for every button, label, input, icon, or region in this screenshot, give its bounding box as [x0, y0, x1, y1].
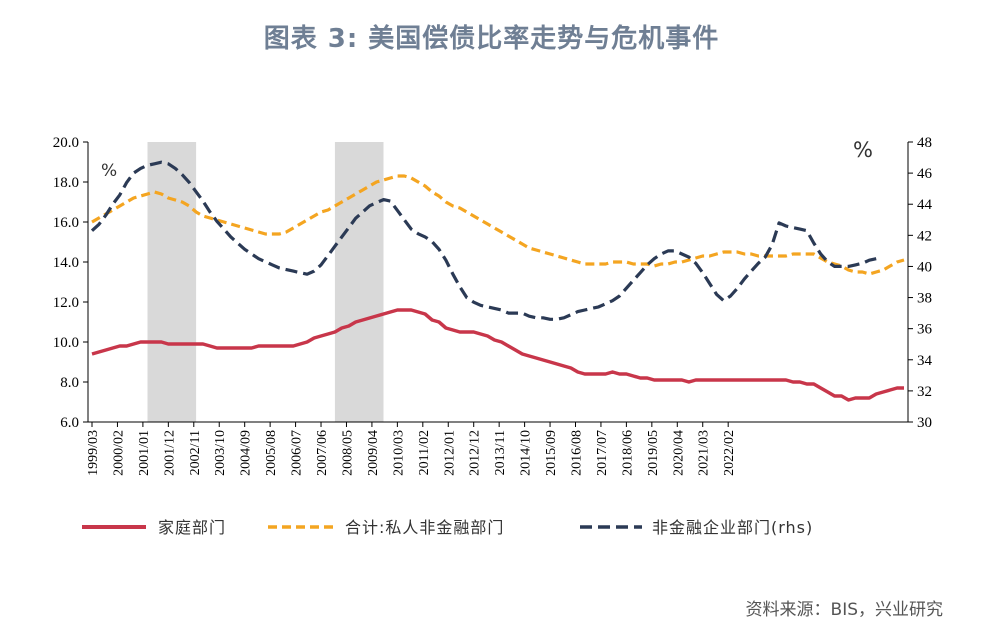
left-tick-label: 8.0	[60, 375, 79, 391]
recession-band-1	[334, 142, 384, 422]
left-tick-label: 12.0	[53, 295, 79, 311]
x-tick-label: 2012/01	[442, 430, 457, 476]
x-tick-label: 2022/02	[722, 430, 737, 476]
series-line-private-total	[91, 174, 905, 276]
x-tick-label: 2014/10	[519, 430, 534, 476]
right-tick-label: 30	[917, 415, 932, 431]
x-tick-label: 2009/04	[366, 430, 381, 476]
right-tick-label: 44	[917, 197, 933, 213]
left-unit-label: %	[101, 161, 117, 181]
axes-layer	[87, 142, 909, 423]
right-tick-label: 46	[917, 166, 933, 182]
x-tick-label: 2017/07	[595, 430, 610, 476]
x-tick-label: 2020/04	[671, 430, 686, 476]
x-tick-label: 2008/05	[340, 430, 355, 476]
right-unit-label: %	[853, 138, 873, 162]
x-tick-label: 2012/12	[468, 430, 483, 476]
series-line-nonfinancial-corp	[90, 160, 877, 321]
x-tick-label: 2007/06	[315, 430, 330, 476]
x-tick-label: 2021/03	[697, 430, 712, 476]
legend-label-private-total: 合计:私人非金融部门	[345, 518, 504, 537]
series-lines	[90, 160, 905, 402]
x-tick-label: 2001/01	[137, 430, 152, 476]
x-tick-label: 2019/05	[646, 430, 661, 476]
x-tick-label: 2018/06	[620, 430, 635, 476]
left-tick-label: 14.0	[53, 255, 79, 271]
recession-band-0	[147, 142, 197, 422]
x-tick-label: 2004/09	[239, 430, 254, 476]
right-tick-label: 32	[917, 384, 932, 400]
left-tick-label: 20.0	[53, 135, 79, 151]
chart-title: 图表 3: 美国偿债比率走势与危机事件	[263, 24, 720, 54]
left-tick-label: 6.0	[60, 415, 79, 431]
x-tick-label: 2000/02	[111, 430, 126, 476]
right-tick-label: 34	[917, 353, 933, 369]
right-y-ticks: 30 32 34 36 38 40 42 44 46 48	[908, 135, 933, 431]
left-tick-label: 16.0	[53, 215, 79, 231]
left-tick-label: 18.0	[53, 175, 79, 191]
x-tick-label: 2001/12	[162, 430, 177, 476]
x-tick-label: 2016/08	[569, 430, 584, 476]
right-tick-label: 48	[917, 135, 932, 151]
source-note: 资料来源：BIS，兴业研究	[745, 600, 943, 620]
right-tick-label: 42	[917, 228, 932, 244]
x-tick-label: 2006/07	[290, 430, 305, 476]
x-tick-label: 2002/11	[188, 430, 203, 475]
x-tick-label: 2013/11	[493, 430, 508, 475]
x-tick-label: 2010/03	[391, 430, 406, 476]
left-y-ticks: 6.0 8.0 10.0 12.0 14.0 16.0 18.0 20.0	[53, 135, 88, 431]
x-ticks: 1999/03 2000/02 2001/01 2001/12 2002/11 2003/…	[86, 422, 737, 476]
x-tick-label: 2003/10	[213, 430, 228, 476]
legend: 家庭部门 合计:私人非金融部门 非金融企业部门(rhs)	[82, 518, 813, 537]
x-tick-label: 1999/03	[86, 430, 101, 476]
left-tick-label: 10.0	[53, 335, 79, 351]
legend-label-nonfinancial-corp: 非金融企业部门(rhs)	[652, 518, 813, 537]
x-tick-label: 2015/09	[544, 430, 559, 476]
recession-shading-layer	[147, 142, 384, 422]
right-tick-label: 38	[917, 291, 932, 307]
x-tick-label: 2011/02	[417, 430, 432, 475]
right-tick-label: 40	[917, 259, 932, 275]
right-tick-label: 36	[917, 322, 933, 338]
legend-label-household: 家庭部门	[158, 518, 226, 537]
x-tick-label: 2005/08	[264, 430, 279, 476]
series-line-household	[91, 308, 904, 402]
